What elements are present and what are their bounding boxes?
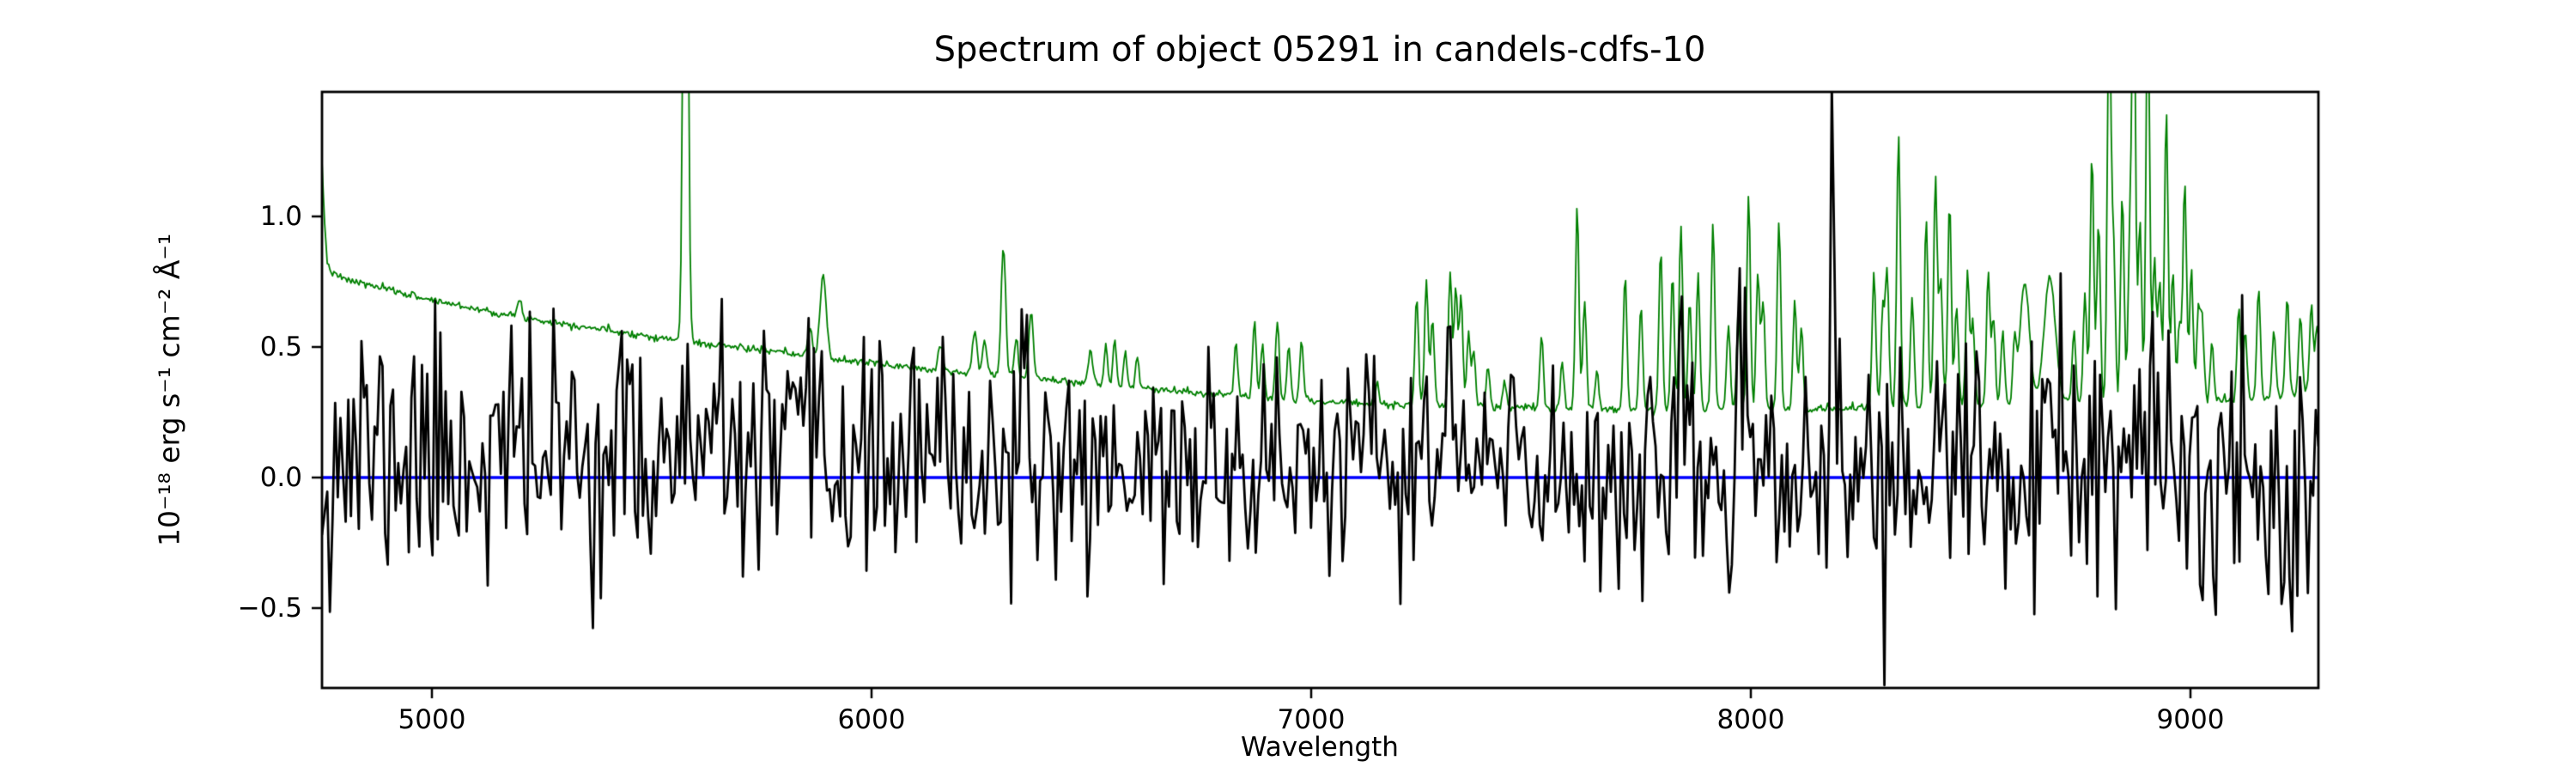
- y-tick-label-neg0p5: −0.5: [237, 593, 302, 624]
- y-tick-label-0p5: 0.5: [259, 332, 302, 362]
- y-tick-label-0p0: 0.0: [259, 462, 302, 493]
- x-tick-label-7000: 7000: [1277, 704, 1346, 735]
- x-axis-label: Wavelength: [1241, 732, 1399, 763]
- x-tick-label-9000: 9000: [2156, 704, 2225, 735]
- y-tick-label-1p0: 1.0: [259, 201, 302, 232]
- x-tick-label-6000: 6000: [837, 704, 906, 735]
- x-tick-label-5000: 5000: [398, 704, 466, 735]
- x-tick-label-8000: 8000: [1716, 704, 1785, 735]
- plot-title: Spectrum of object 05291 in candels-cdfs…: [933, 30, 1706, 70]
- y-axis-label: 10⁻¹⁸ erg s⁻¹ cm⁻² Å⁻¹: [152, 233, 186, 547]
